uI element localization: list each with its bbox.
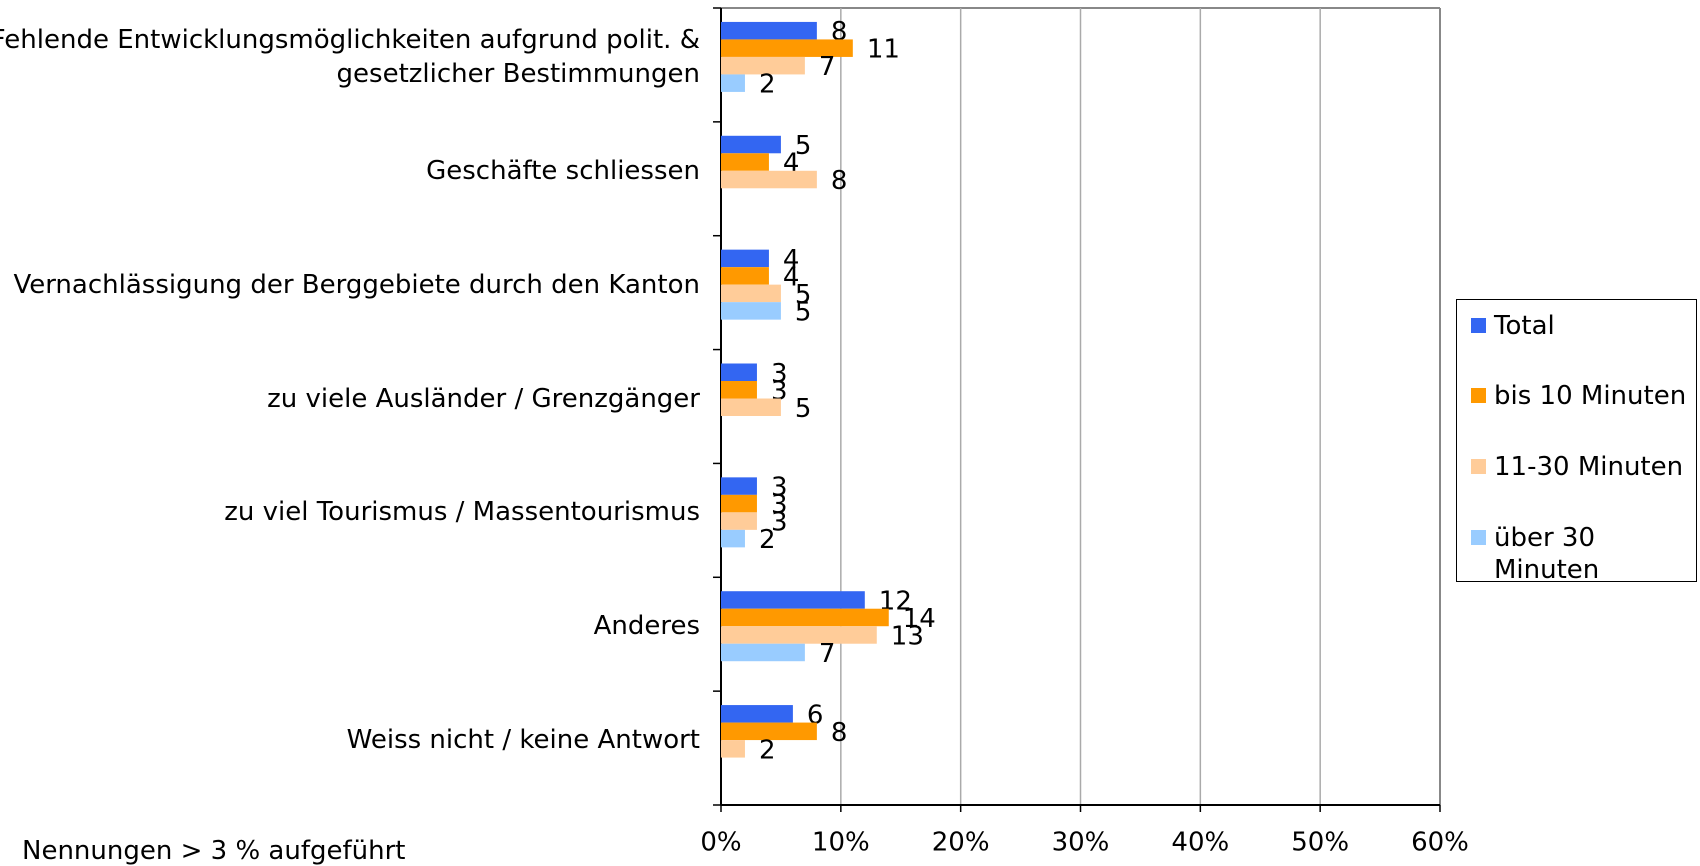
bar [721, 381, 757, 399]
bar [721, 363, 757, 381]
value-label: 8 [831, 718, 848, 748]
value-label: 2 [759, 70, 776, 100]
x-tick-label: 0% [700, 828, 741, 857]
value-label: 5 [795, 131, 812, 161]
legend-label: bis 10 Minuten [1494, 381, 1687, 411]
value-label: 4 [783, 262, 800, 292]
value-label: 11 [867, 35, 900, 65]
y-tick-label: Geschäfte schliessen [426, 155, 700, 186]
bar [721, 643, 805, 662]
bar [721, 608, 889, 627]
bar [721, 302, 781, 320]
legend-swatch [1471, 388, 1486, 403]
legend-swatch [1471, 459, 1486, 474]
bar [721, 21, 817, 40]
value-label: 5 [795, 280, 812, 310]
value-label: 14 [903, 604, 936, 634]
value-label: 3 [771, 473, 788, 503]
bar [721, 153, 769, 171]
bar [721, 705, 793, 723]
x-tick-label: 10% [812, 828, 870, 857]
bar [721, 477, 757, 495]
y-tick-label: Weiss nicht / keine Antwort [346, 725, 700, 756]
bar [721, 39, 853, 57]
bar [721, 591, 865, 609]
value-label: 2 [759, 735, 776, 765]
bar [721, 56, 805, 75]
legend-label: über 30 Minuten [1494, 523, 1600, 585]
value-label: 7 [819, 52, 836, 82]
value-label: 8 [831, 166, 848, 196]
bar [721, 722, 817, 741]
bar [721, 74, 745, 92]
x-tick-label: 30% [1052, 828, 1110, 857]
y-tick-label: Fehlende Entwicklungsmöglichkeiten aufgr… [0, 24, 700, 89]
footnote: Nennungen > 3 % aufgeführt [22, 836, 406, 866]
value-label: 13 [891, 621, 924, 651]
bar [721, 626, 877, 644]
bar [721, 170, 817, 189]
bar [721, 529, 745, 548]
value-label: 2 [759, 525, 776, 555]
bar [721, 740, 745, 758]
legend-label: Total [1494, 311, 1555, 341]
value-label: 3 [771, 359, 788, 389]
value-label: 7 [819, 639, 836, 669]
x-tick-label: 60% [1411, 828, 1469, 857]
value-label: 5 [795, 394, 812, 424]
y-tick-label: Vernachlässigung der Berggebiete durch d… [13, 269, 700, 300]
bar [721, 284, 781, 303]
y-tick-label: zu viel Tourismus / Massentourismus [224, 497, 700, 528]
bar [721, 512, 757, 530]
legend-swatch [1471, 318, 1486, 333]
value-label: 3 [771, 490, 788, 520]
x-tick-label: 50% [1291, 828, 1349, 857]
y-tick-label: Anderes [593, 611, 700, 642]
legend: Total bis 10 Minuten 11-30 Minuten über 30 … [1456, 299, 1697, 585]
x-tick-label: 40% [1171, 828, 1229, 857]
x-tick-label: 20% [932, 828, 990, 857]
bar [721, 267, 769, 285]
bar [721, 135, 781, 154]
bar [721, 249, 769, 268]
value-label: 5 [795, 297, 812, 327]
value-label: 3 [771, 508, 788, 538]
bar [721, 494, 757, 513]
y-tick-label: zu viele Ausländer / Grenzgänger [267, 383, 700, 414]
legend-swatch [1471, 530, 1486, 545]
value-label: 4 [783, 245, 800, 275]
bar [721, 398, 781, 416]
legend-label: 11-30 Minuten [1494, 452, 1684, 482]
